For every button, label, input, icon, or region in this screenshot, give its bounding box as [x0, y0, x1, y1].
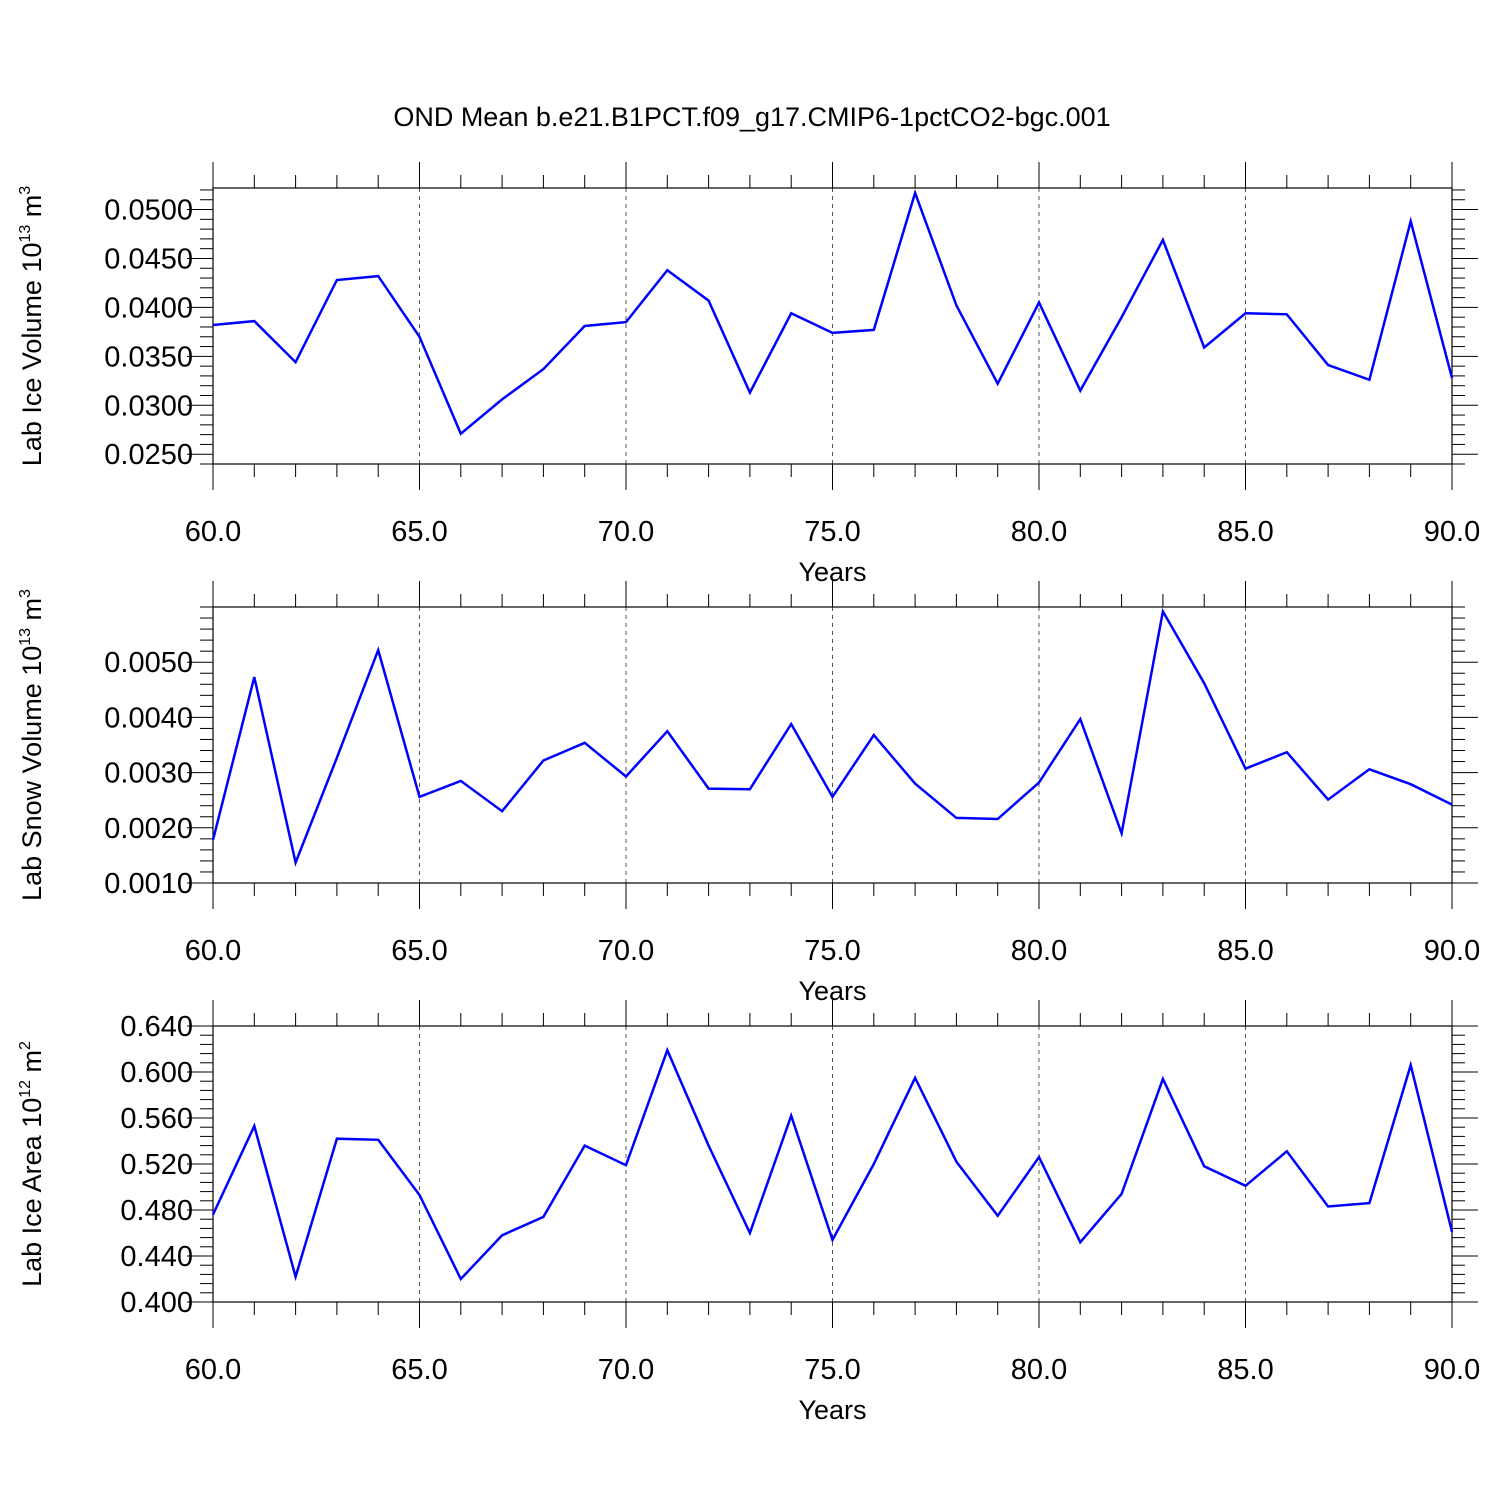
y-tick-label: 0.640 — [120, 1011, 193, 1043]
y-tick-label: 0.0020 — [104, 813, 193, 845]
y-axis-title-part: Lab Ice Volume 10 — [17, 243, 47, 467]
y-tick-label: 0.560 — [120, 1103, 193, 1135]
x-tick-label: 65.0 — [391, 1354, 447, 1386]
y-axis-title: Lab Ice Volume 1013 m3 — [17, 186, 47, 466]
panel-2: 60.0 65.0 70.0 75.0 80.0 85.0 90.0 0.0010 0.0020… — [17, 581, 1480, 1006]
x-tick-label: 85.0 — [1217, 1354, 1273, 1386]
x-tick-label: 80.0 — [1011, 516, 1067, 548]
y-tick-label: 0.480 — [120, 1195, 193, 1227]
y-tick-label: 0.0500 — [104, 195, 193, 227]
figure-title: OND Mean b.e21.B1PCT.f09_g17.CMIP6-1pctC… — [393, 102, 1110, 132]
x-tick-label: 75.0 — [804, 935, 860, 967]
x-tick-label: 70.0 — [598, 516, 654, 548]
y-axis-title-superscript: 3 — [17, 589, 34, 598]
x-tick-label: 85.0 — [1217, 516, 1273, 548]
y-tick-label: 0.0050 — [104, 647, 193, 679]
y-tick-label: 0.0250 — [104, 439, 193, 471]
y-tick-label: 0.0030 — [104, 758, 193, 790]
x-tick-label: 80.0 — [1011, 1354, 1067, 1386]
series-line — [212, 188, 1454, 436]
y-axis-title-part: Lab Ice Area 10 — [17, 1098, 47, 1287]
y-tick-label: 0.0400 — [104, 292, 193, 324]
y-axis-title-part: Lab Snow Volume 10 — [17, 646, 47, 901]
x-tick-label: 75.0 — [804, 516, 860, 548]
y-axis-title-superscript: 13 — [17, 628, 34, 646]
x-tick-label: 60.0 — [185, 935, 241, 967]
x-tick-label: 80.0 — [1011, 935, 1067, 967]
x-tick-label: 70.0 — [598, 1354, 654, 1386]
y-axis-title-part: m — [17, 598, 47, 628]
x-tick-label: 90.0 — [1424, 935, 1480, 967]
x-tick-label: 60.0 — [185, 1354, 241, 1386]
y-tick-label: 0.0300 — [104, 390, 193, 422]
series-line — [211, 607, 1453, 867]
y-tick-label: 0.600 — [120, 1057, 193, 1089]
y-axis-title-superscript: 13 — [17, 225, 34, 243]
y-axis-title-superscript: 12 — [17, 1080, 34, 1098]
x-tick-label: 85.0 — [1217, 935, 1273, 967]
x-tick-label: 65.0 — [391, 516, 447, 548]
y-axis-title: Lab Snow Volume 1013 m3 — [17, 589, 47, 901]
y-axis-title-superscript: 2 — [17, 1041, 34, 1050]
panel-3: 60.0 65.0 70.0 75.0 80.0 85.0 90.0 0.400 0.440 0.… — [17, 1000, 1480, 1425]
y-axis-title-part: m — [17, 195, 47, 225]
y-axis-title-superscript: 3 — [17, 186, 34, 195]
x-tick-label: 90.0 — [1424, 516, 1480, 548]
y-tick-label: 0.520 — [120, 1149, 193, 1181]
y-tick-label: 0.0450 — [104, 243, 193, 275]
series-line — [211, 1046, 1454, 1282]
x-tick-label: 65.0 — [391, 935, 447, 967]
y-axis-title-part: m — [17, 1050, 47, 1080]
y-tick-label: 0.0010 — [104, 868, 193, 900]
x-tick-label: 90.0 — [1424, 1354, 1480, 1386]
x-tick-label: 60.0 — [185, 516, 241, 548]
y-tick-label: 0.0040 — [104, 702, 193, 734]
x-axis-title: Years — [798, 1395, 866, 1425]
y-tick-label: 0.400 — [120, 1287, 193, 1319]
y-tick-label: 0.440 — [120, 1241, 193, 1273]
x-tick-label: 75.0 — [804, 1354, 860, 1386]
y-tick-label: 0.0350 — [104, 341, 193, 373]
x-tick-label: 70.0 — [598, 935, 654, 967]
panel-1: 60.0 65.0 70.0 75.0 80.0 85.0 90.0 0.0250 0.0300… — [17, 162, 1480, 587]
y-axis-title: Lab Ice Area 1012 m2 — [17, 1041, 47, 1287]
